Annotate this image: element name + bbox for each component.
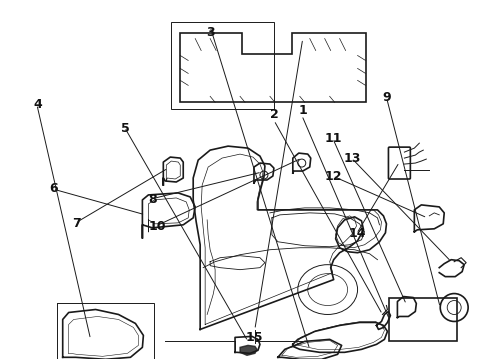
Bar	[57, 302, 154, 360]
Text: 15: 15	[246, 331, 264, 344]
Text: 14: 14	[348, 227, 366, 240]
Text: 3: 3	[206, 26, 215, 39]
Text: 11: 11	[324, 132, 342, 145]
Text: 2: 2	[270, 108, 279, 121]
Text: 1: 1	[298, 104, 307, 117]
Polygon shape	[240, 345, 257, 355]
Text: 13: 13	[343, 152, 361, 165]
Bar	[172, 22, 274, 109]
Text: 12: 12	[324, 170, 342, 183]
Text: 6: 6	[49, 183, 58, 195]
Text: 5: 5	[121, 122, 130, 135]
Text: 10: 10	[148, 220, 166, 233]
Text: 7: 7	[72, 216, 81, 230]
Bar	[390, 298, 457, 341]
Text: 8: 8	[148, 193, 157, 206]
Text: 9: 9	[382, 91, 391, 104]
Text: 4: 4	[33, 98, 42, 111]
